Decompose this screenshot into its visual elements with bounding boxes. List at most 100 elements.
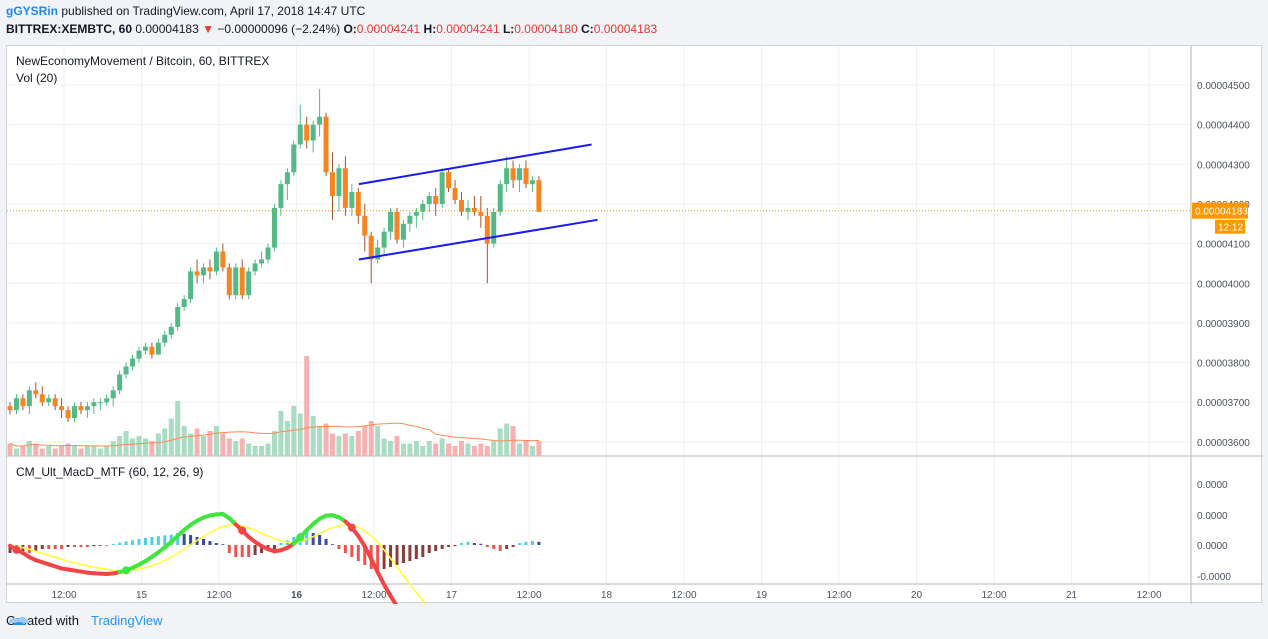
macd-legend: CM_Ult_MacD_MTF (60, 12, 26, 9) xyxy=(16,465,203,479)
symbol-line: BITTREX:XEMBTC, 60 0.00004183 ▼ −0.00000… xyxy=(6,22,657,36)
volume-bar xyxy=(188,433,194,456)
candle-body xyxy=(491,211,497,244)
low-value: 0.00004180 xyxy=(514,22,578,36)
candle-body xyxy=(497,184,503,212)
macd-histogram-bar xyxy=(382,545,386,569)
time-tick-label: 12:00 xyxy=(206,590,231,601)
macd-histogram-bar xyxy=(8,545,12,553)
volume-bar xyxy=(110,441,116,456)
tradingview-brand[interactable]: TradingView xyxy=(8,613,163,628)
candle-body xyxy=(13,398,19,411)
macd-histogram-bar xyxy=(66,545,70,547)
macd-histogram-bar xyxy=(111,543,115,545)
volume-bar xyxy=(181,426,187,456)
volume-bar xyxy=(439,438,445,456)
candle-body xyxy=(110,390,116,399)
candle-body xyxy=(471,207,477,212)
macd-histogram-bar xyxy=(401,545,405,563)
tradingview-link[interactable]: TradingView xyxy=(90,613,163,628)
countdown-label: 12:12 xyxy=(1218,223,1243,234)
macd-histogram-bar xyxy=(143,537,147,545)
candle-body xyxy=(84,406,90,411)
volume-bar xyxy=(123,431,129,456)
macd-histogram-bar xyxy=(227,545,231,553)
candle-body xyxy=(459,199,464,212)
volume-bar xyxy=(446,443,452,456)
volume-bar xyxy=(213,426,219,456)
candle-body xyxy=(246,271,252,296)
volume-bar xyxy=(381,438,387,456)
volume-bar xyxy=(465,443,471,456)
macd-histogram-bar xyxy=(182,533,186,545)
time-tick-label: 12:00 xyxy=(51,590,76,601)
volume-bar xyxy=(342,433,348,456)
candle-body xyxy=(20,398,26,407)
candle-body xyxy=(336,168,342,197)
volume-ma-line xyxy=(9,422,539,447)
candle-body xyxy=(330,172,335,197)
macd-cross-dot xyxy=(347,523,356,532)
volume-bar xyxy=(330,433,335,456)
price-tick-label: 0.00003900 xyxy=(1197,319,1250,330)
low-label: L: xyxy=(502,22,515,36)
macd-histogram-bar xyxy=(350,545,354,557)
volume-bar xyxy=(65,443,71,456)
macd-histogram-bar xyxy=(376,545,380,571)
macd-histogram-bar xyxy=(530,541,534,545)
macd-histogram-bar xyxy=(453,545,457,547)
candle-body xyxy=(400,223,406,240)
candle-body xyxy=(439,172,445,204)
macd-line-segment xyxy=(369,556,380,575)
volume-bar xyxy=(201,436,206,456)
volume-bar xyxy=(368,421,374,456)
macd-histogram-bar xyxy=(311,533,315,545)
volume-bar xyxy=(226,438,232,456)
candle-body xyxy=(452,188,458,200)
candle-body xyxy=(265,247,271,260)
volume-bar xyxy=(78,448,84,456)
candle-body xyxy=(33,390,39,395)
volume-bar xyxy=(536,441,542,456)
macd-histogram-bar xyxy=(337,545,341,549)
candle-body xyxy=(323,116,329,173)
time-tick-label: 12:00 xyxy=(981,590,1006,601)
macd-histogram-bar xyxy=(447,545,451,547)
volume-bar xyxy=(323,423,329,456)
volume-bar xyxy=(517,443,523,456)
volume-bar xyxy=(91,446,97,456)
candle-body xyxy=(181,299,187,308)
volume-bar xyxy=(33,443,39,456)
macd-histogram-bar xyxy=(524,541,528,545)
macd-histogram-bar xyxy=(460,543,463,545)
macd-histogram-bar xyxy=(356,545,360,561)
price-chart[interactable]: 0.000045000.000044000.000043000.00004200… xyxy=(7,46,1263,604)
price-change: −0.00000096 (−2.24%) xyxy=(217,22,341,36)
candle-body xyxy=(59,406,65,411)
macd-histogram-bar xyxy=(331,544,334,545)
macd-line-segment xyxy=(356,533,367,549)
macd-histogram-bar xyxy=(434,545,438,551)
volume-bar xyxy=(497,428,503,456)
volume-bar xyxy=(349,436,355,456)
candle-body xyxy=(104,398,110,403)
macd-histogram-bar xyxy=(305,531,309,545)
macd-cross-dot xyxy=(12,545,21,554)
candle-body xyxy=(213,251,219,272)
chart-area[interactable]: 0.000045000.000044000.000043000.00004200… xyxy=(6,45,1263,604)
author-name[interactable]: gGYSRin xyxy=(6,4,59,18)
candle-body xyxy=(368,235,374,260)
candle-body xyxy=(226,267,232,296)
macd-histogram-bar xyxy=(466,541,470,545)
volume-legend: Vol (20) xyxy=(16,71,57,85)
candle-body xyxy=(252,263,258,272)
volume-bar xyxy=(375,426,381,456)
volume-bar xyxy=(233,441,239,456)
volume-bar xyxy=(155,433,161,456)
time-tick-label: 18 xyxy=(601,590,613,601)
candle-body xyxy=(220,251,226,268)
macd-histogram-bar xyxy=(85,545,89,547)
last-price-tag xyxy=(1192,202,1248,219)
macd-histogram-bar xyxy=(156,536,160,545)
volume-bar xyxy=(336,436,342,456)
candle-body xyxy=(349,192,355,208)
